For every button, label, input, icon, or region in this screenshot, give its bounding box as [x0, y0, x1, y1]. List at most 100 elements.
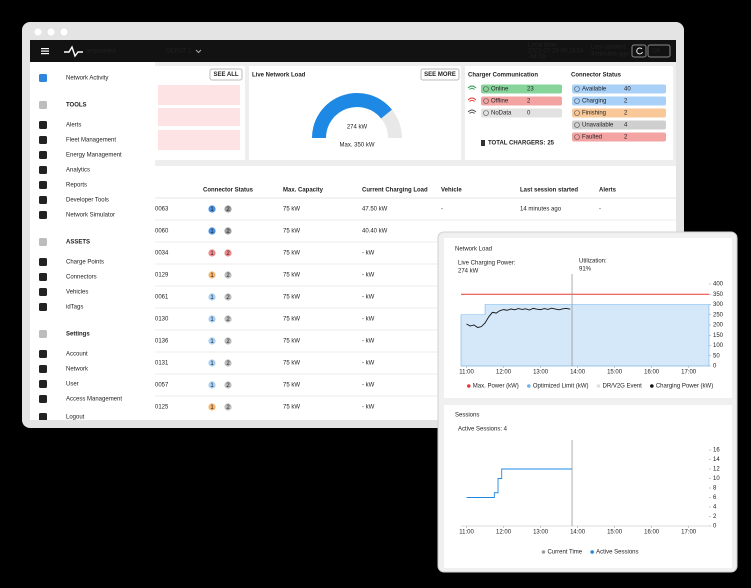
connector-label: 2 [226, 207, 230, 213]
line [466, 468, 573, 498]
row-id[interactable]: 0136 [155, 339, 169, 345]
updated: 4 minutes ago [591, 52, 629, 58]
y-tick-label: 300 [713, 302, 724, 308]
legend-label: Max. Power (kW) [473, 384, 519, 390]
chart-subtitle: Active Sessions: 4 [458, 427, 508, 433]
connector-badge [224, 227, 232, 235]
connector-badge [224, 271, 232, 279]
x-tick-label: 16:00 [644, 530, 660, 536]
local-time: 2022-07-29 09:24:54 [528, 49, 584, 55]
menu-icon [39, 74, 47, 82]
menu-item[interactable]: Fleet Management [66, 138, 116, 144]
utilization-label: Utilization: [579, 259, 607, 265]
see-all-button[interactable] [209, 68, 243, 81]
chart-title: Sessions [455, 413, 479, 419]
status-label: NoData [491, 111, 512, 117]
refresh-button[interactable] [631, 44, 647, 58]
live-label: Live Charging Power: [458, 261, 516, 267]
y-tick-label: 12 [713, 467, 720, 473]
menu-icon[interactable] [41, 48, 49, 55]
menu-item[interactable]: Analytics [66, 168, 90, 174]
row-id[interactable]: 0057 [155, 383, 169, 389]
status-dot [483, 110, 489, 116]
cell: 40.40 kW [362, 229, 388, 235]
connector-badge [224, 359, 232, 367]
connector-label: 1 [210, 361, 214, 367]
cell: 14 minutes ago [520, 207, 562, 213]
row-id[interactable]: 0130 [155, 317, 169, 323]
menu-item[interactable]: Vehicles [66, 290, 88, 296]
menu-item[interactable]: Logout [66, 415, 85, 421]
y-tick-label: 10 [713, 476, 720, 482]
sessions-panel [444, 405, 732, 568]
row-id[interactable]: 0060 [155, 229, 169, 235]
menu-icon [39, 151, 47, 159]
menu-item[interactable]: Alerts [66, 123, 81, 129]
cell: 75 kW [283, 361, 300, 367]
menu-item[interactable]: Reports [66, 183, 87, 189]
row-id[interactable]: 0125 [155, 405, 169, 411]
cell: 75 kW [283, 273, 300, 279]
column-header: Connector Status [203, 188, 254, 194]
menu-item[interactable]: Connectors [66, 275, 97, 281]
row-id[interactable]: 0061 [155, 295, 169, 301]
menu-icon [39, 136, 47, 144]
status-pill [572, 108, 666, 118]
connector-badge [208, 271, 216, 279]
menu-item[interactable]: Energy Management [66, 153, 122, 159]
column-header: Max. Capacity [283, 188, 324, 194]
logo-text: ampcontrol [86, 49, 116, 55]
row-id[interactable]: 0034 [155, 251, 169, 257]
y-tick-label: 250 [713, 312, 724, 318]
x-tick-label: 16:00 [644, 370, 660, 376]
menu-icon [39, 303, 47, 311]
status-pill [572, 84, 666, 94]
connector-label: 2 [226, 273, 230, 279]
sidebar [30, 62, 155, 420]
depot-caret[interactable] [195, 49, 202, 54]
connector-label: 2 [226, 339, 230, 345]
cell: 47.50 kW [362, 207, 388, 213]
status-count: 40 [624, 87, 631, 93]
depot[interactable]: DEPOT 1 [166, 49, 192, 55]
button-label[interactable]: SEE ALL [213, 72, 238, 78]
menu-icon [39, 101, 47, 109]
menu-item[interactable]: Account [66, 352, 88, 358]
menu-item[interactable]: idTags [66, 305, 83, 311]
off-label[interactable]: Off [652, 49, 660, 55]
connector-badge [208, 315, 216, 323]
menu-item[interactable]: User [66, 382, 79, 388]
connector-badge [208, 337, 216, 345]
status-count: 2 [624, 99, 628, 105]
connector-badge [224, 381, 232, 389]
updated-label: Last updated [591, 45, 626, 51]
see-more-button[interactable] [420, 68, 460, 81]
connector-badge [208, 249, 216, 257]
status-dot [483, 98, 489, 104]
row-id[interactable]: 0129 [155, 273, 169, 279]
y-tick-label: 6 [713, 495, 717, 501]
connector-badge [208, 227, 216, 235]
menu-item[interactable]: Charge Points [66, 260, 104, 266]
menu-item[interactable]: Access Management [66, 397, 122, 403]
utilization-value: 91% [579, 267, 592, 273]
cell: 75 kW [283, 405, 300, 411]
connector-label: 2 [226, 251, 230, 257]
cell: 75 kW [283, 317, 300, 323]
menu-item[interactable]: Network [66, 367, 89, 373]
alert-row [158, 130, 240, 150]
y-tick-label: 50 [713, 353, 720, 359]
menu-item[interactable]: Developer Tools [66, 198, 109, 204]
status-label: Finishing [582, 111, 606, 117]
status-dot [574, 134, 580, 140]
row-id[interactable]: 0063 [155, 207, 169, 213]
off-button[interactable] [647, 44, 671, 58]
row-id[interactable]: 0131 [155, 361, 169, 367]
y-tick-label: 14 [713, 457, 720, 463]
button-label[interactable]: SEE MORE [424, 72, 456, 78]
menu-item[interactable]: Network Simulator [66, 213, 115, 219]
menu-item[interactable]: Network Activity [66, 76, 108, 82]
x-tick-label: 13:00 [533, 530, 549, 536]
chart-title: Network Load [455, 247, 492, 253]
live-value: 274 kW [458, 269, 479, 275]
